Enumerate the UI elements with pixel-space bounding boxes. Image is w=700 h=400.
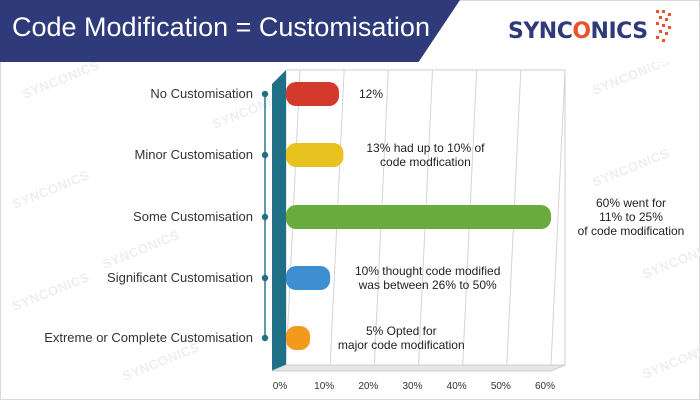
x-tick-label: 10%	[314, 381, 334, 392]
data-label-line: major code modification	[338, 338, 465, 352]
title-bar: Code Modification = Customisation	[0, 0, 460, 62]
x-tick-label: 0%	[273, 381, 288, 392]
data-label-line: was between 26% to 50%	[358, 278, 497, 292]
data-label-line: 11% to 25%	[599, 210, 663, 224]
data-label: 60% went for 11% to 25% of code modificati…	[578, 196, 685, 238]
bar	[286, 205, 551, 229]
x-tick-label: 50%	[491, 381, 511, 392]
axis-wall	[272, 70, 286, 371]
data-label: 12%	[359, 87, 383, 101]
category-label: Some Customisation	[133, 209, 253, 224]
data-label-line: of code modification	[578, 224, 685, 238]
category-label: Significant Customisation	[107, 270, 253, 285]
gridline	[550, 69, 566, 366]
data-label-line: 5% Opted for	[366, 324, 437, 338]
x-tick-label: 40%	[447, 381, 467, 392]
synconics-logo: SYNCONICS	[508, 10, 678, 50]
data-label-line: 60% went for	[596, 196, 666, 210]
axis-floor	[271, 364, 566, 372]
category-dot	[261, 213, 269, 221]
bar	[286, 82, 339, 106]
data-label-line: 13% had up to 10% of	[366, 141, 485, 155]
data-label: 5% Opted for major code modification	[338, 324, 465, 352]
x-tick-label: 30%	[402, 381, 422, 392]
data-label-line: code modfication	[380, 155, 471, 169]
x-tick-label: 60%	[535, 381, 555, 392]
data-label: 13% had up to 10% of code modfication	[366, 141, 485, 169]
category-dot	[261, 151, 269, 159]
page-title: Code Modification = Customisation	[12, 12, 430, 42]
data-label-line: 12%	[359, 87, 383, 101]
bar	[286, 143, 344, 167]
bar	[286, 266, 331, 290]
category-dot	[261, 90, 269, 98]
data-label-line: 10% thought code modified	[355, 264, 500, 278]
category-dot	[261, 334, 269, 342]
category-dot	[261, 274, 269, 282]
logo-dots-icon	[654, 10, 674, 44]
logo-wordmark: SYNCONICS	[508, 19, 648, 44]
bar	[286, 326, 310, 350]
category-label: No Customisation	[150, 86, 253, 101]
category-label: Extreme or Complete Customisation	[44, 330, 253, 345]
x-tick-label: 20%	[358, 381, 378, 392]
data-label: 10% thought code modified was between 26%…	[355, 264, 500, 292]
category-label: Minor Customisation	[135, 147, 254, 162]
